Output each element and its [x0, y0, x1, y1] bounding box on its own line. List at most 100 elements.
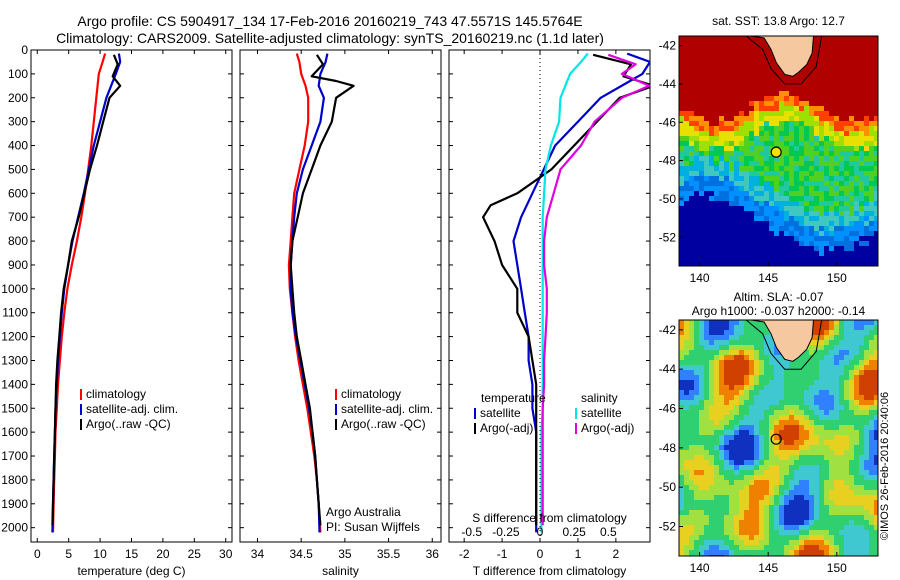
sla_map-cell — [869, 465, 875, 471]
sst_map-cell — [709, 181, 715, 187]
sst_map-cell — [764, 226, 770, 232]
sst_map-cell — [859, 106, 865, 112]
sst_map-cell — [839, 191, 845, 197]
sst_map-cell — [819, 191, 825, 197]
sst_map-cell — [699, 91, 705, 97]
sla_map-cell — [749, 525, 755, 531]
sst_map-cell — [864, 251, 870, 257]
sla_map-cell — [694, 460, 700, 466]
sst_map-cell — [859, 56, 865, 62]
sla_map-cell — [849, 425, 855, 431]
sst_map-cell — [789, 171, 795, 177]
sst_map-cell — [699, 81, 705, 87]
sla_map-cell — [819, 345, 825, 351]
sst_map-cell — [849, 246, 855, 252]
sla_map-cell — [704, 335, 710, 341]
sla_map-cell — [869, 385, 875, 391]
sst_map-cell — [684, 91, 690, 97]
sla_map-cell — [859, 395, 865, 401]
sst_map-cell — [734, 236, 740, 242]
sst_map-cell — [714, 36, 720, 42]
sst_map-cell — [764, 121, 770, 127]
sla_map-cell — [809, 540, 815, 546]
sst_map-cell — [829, 126, 835, 132]
sst_map-cell — [729, 166, 735, 172]
temperature-ytick-label: 1900 — [1, 497, 28, 511]
sla_map-cell — [764, 415, 770, 421]
sst_map-cell — [784, 216, 790, 222]
sla_map-cell — [839, 450, 845, 456]
sst_map-cell — [864, 206, 870, 212]
sla_map-cell — [799, 430, 805, 436]
sst_map-cell — [789, 156, 795, 162]
sst_map-cell — [684, 231, 690, 237]
sst_map-cell — [829, 226, 835, 232]
sst_map-cell — [839, 206, 845, 212]
sst_map-cell — [694, 131, 700, 137]
sla_map-cell — [774, 430, 780, 436]
sla_map-cell — [874, 420, 878, 426]
sst_map-cell — [819, 241, 825, 247]
sla_map-cell — [694, 550, 700, 556]
sla_map-cell — [769, 355, 775, 361]
sst_map-cell — [744, 196, 750, 202]
sst_map-cell — [724, 221, 730, 227]
sst_map-cell — [864, 96, 870, 102]
sst_map-cell — [824, 51, 830, 57]
sla_map-cell — [694, 380, 700, 386]
sla_map-cell — [829, 455, 835, 461]
sst_map-cell — [834, 201, 840, 207]
sla_map-cell — [829, 500, 835, 506]
sla_map-cell — [834, 390, 840, 396]
sla_map-cell — [749, 375, 755, 381]
sst_map-cell — [859, 226, 865, 232]
sla_map-cell — [774, 525, 780, 531]
sla_map-argo-marker — [770, 433, 782, 445]
sla_map-cell — [784, 370, 790, 376]
sst_map-cell — [854, 116, 860, 122]
sst_map-cell — [689, 121, 695, 127]
sla_map-cell — [744, 495, 750, 501]
sla_map-cell — [754, 350, 760, 356]
sla_map-cell — [749, 545, 755, 551]
sla_map-cell — [789, 535, 795, 541]
sla_map-cell — [689, 485, 695, 491]
sla_map-cell — [794, 365, 800, 371]
sla_map-cell — [754, 455, 760, 461]
sla_map-cell — [809, 345, 815, 351]
sla_map-cell — [699, 500, 705, 506]
sla_map-cell — [779, 465, 785, 471]
sst_map-cell — [739, 181, 745, 187]
sst_map-cell — [729, 261, 735, 266]
sla_map-cell — [809, 445, 815, 451]
sla_map-cell — [839, 330, 845, 336]
sla_map-cell — [749, 445, 755, 451]
sst_map-cell — [704, 61, 710, 67]
sst_map-cell — [734, 41, 740, 47]
sst_map-cell — [829, 61, 835, 67]
sla_map-cell — [829, 535, 835, 541]
sla_map-cell — [814, 480, 820, 486]
sla_map-cell — [839, 345, 845, 351]
sst_map-cell — [729, 56, 735, 62]
sst_map-cell — [694, 61, 700, 67]
sst_map-cell — [694, 166, 700, 172]
sst_map-cell — [834, 121, 840, 127]
sst_map-cell — [864, 86, 870, 92]
sla_map-cell — [719, 320, 725, 326]
sla_map-cell — [719, 495, 725, 501]
sla_map-cell — [834, 525, 840, 531]
sla_map-cell — [869, 420, 875, 426]
sla_map-cell — [784, 470, 790, 476]
sst_map-cell — [814, 36, 820, 42]
sst_map-cell — [729, 141, 735, 147]
sla_map-cell — [819, 330, 825, 336]
sst_map-cell — [869, 206, 875, 212]
sst_map-cell — [769, 211, 775, 217]
sla_map-cell — [719, 375, 725, 381]
sla_map-cell — [874, 390, 878, 396]
sla_map-cell — [869, 330, 875, 336]
sst_map-cell — [819, 166, 825, 172]
sst_map-cell — [764, 51, 770, 57]
sla_map-cell — [814, 485, 820, 491]
